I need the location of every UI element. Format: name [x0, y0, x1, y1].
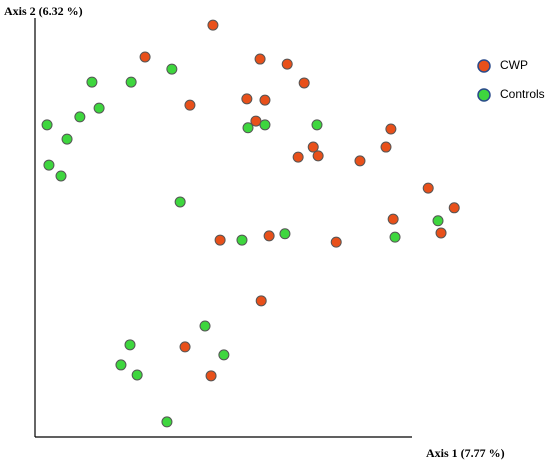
point	[43, 159, 55, 171]
point	[131, 369, 143, 381]
point	[205, 370, 217, 382]
point	[41, 119, 53, 131]
point	[435, 227, 447, 239]
point	[214, 234, 226, 246]
legend-marker	[477, 88, 491, 102]
x-axis-label: Axis 1 (7.77 %)	[426, 446, 505, 460]
point	[184, 99, 196, 111]
point	[61, 133, 73, 145]
point	[236, 234, 248, 246]
point	[250, 115, 262, 127]
point	[242, 122, 254, 134]
point	[161, 416, 173, 428]
point	[259, 94, 271, 106]
point	[259, 119, 271, 131]
point	[298, 77, 310, 89]
point	[312, 150, 324, 162]
point	[448, 202, 460, 214]
point	[93, 102, 105, 114]
point	[263, 230, 275, 242]
point	[241, 93, 253, 105]
point	[389, 231, 401, 243]
point	[385, 123, 397, 135]
point	[74, 111, 86, 123]
point	[55, 170, 67, 182]
point	[281, 58, 293, 70]
point	[115, 359, 127, 371]
point	[174, 196, 186, 208]
y-axis-label: Axis 2 (6.32 %)	[4, 4, 83, 18]
point	[207, 19, 219, 31]
point	[255, 295, 267, 307]
point	[139, 51, 151, 63]
point	[292, 151, 304, 163]
point	[432, 215, 444, 227]
point	[380, 141, 392, 153]
point	[218, 349, 230, 361]
point	[422, 182, 434, 194]
point	[311, 119, 323, 131]
legend-label: CWP	[500, 58, 528, 72]
legend-marker	[477, 59, 491, 73]
point	[199, 320, 211, 332]
point	[166, 63, 178, 75]
point	[330, 236, 342, 248]
point	[279, 228, 291, 240]
point	[387, 213, 399, 225]
point	[86, 76, 98, 88]
point	[354, 155, 366, 167]
point	[124, 339, 136, 351]
point	[179, 341, 191, 353]
point	[125, 76, 137, 88]
legend-label: Controls	[500, 87, 545, 101]
point	[307, 141, 319, 153]
point	[254, 53, 266, 65]
